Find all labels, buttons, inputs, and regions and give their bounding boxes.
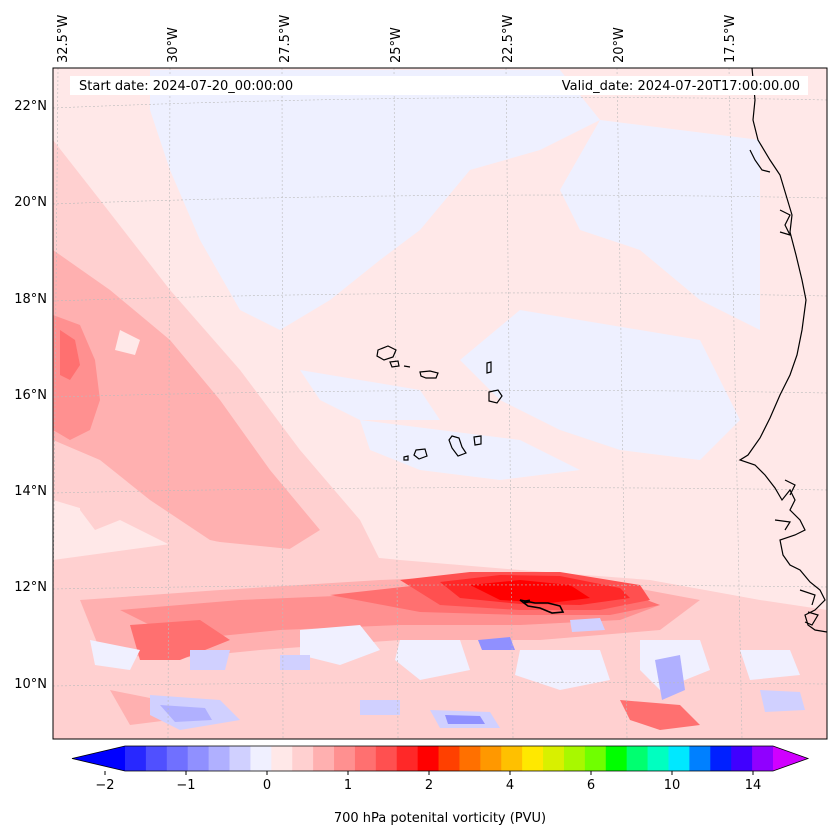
colorbar: −2 −1 0 1 2 4 6 10 14 700 hPa potenital vorticit… bbox=[71, 745, 810, 826]
colorbar-label: 700 hPa potenital vorticity (PVU) bbox=[334, 811, 546, 826]
lon-label: 30°W bbox=[166, 27, 181, 63]
colorbar-cell bbox=[125, 746, 147, 771]
longitude-labels: 32.5°W 30°W 27.5°W 25°W 22.5°W 20°W 17.5… bbox=[56, 15, 738, 63]
lon-label: 22.5°W bbox=[501, 15, 516, 63]
colorbar-extend-min bbox=[72, 746, 125, 771]
island-sal bbox=[486, 361, 492, 374]
colorbar-extend-max bbox=[773, 746, 808, 771]
colorbar-tick-label: 0 bbox=[263, 778, 271, 793]
colorbar-cell bbox=[354, 746, 377, 771]
latitude-labels: 22°N 20°N 18°N 16°N 14°N 12°N 10°N bbox=[14, 99, 47, 692]
field-positive-band bbox=[53, 140, 380, 580]
lat-label: 14°N bbox=[14, 484, 47, 499]
colorbar-cell bbox=[438, 746, 460, 771]
lat-label: 10°N bbox=[14, 677, 47, 692]
colorbar-tick-label: 6 bbox=[587, 778, 595, 793]
field-negative-weak bbox=[150, 70, 760, 480]
colorbar-cell bbox=[543, 746, 565, 771]
colorbar-tick-label: 1 bbox=[344, 778, 352, 793]
colorbar-cell bbox=[292, 746, 314, 771]
lon-label: 20°W bbox=[612, 27, 627, 63]
island-santiago bbox=[448, 435, 467, 457]
colorbar-tick-label: −1 bbox=[176, 778, 195, 793]
lon-label: 27.5°W bbox=[278, 15, 293, 63]
colorbar-cell bbox=[668, 746, 690, 771]
colorbar-cell bbox=[752, 746, 774, 771]
island-sao-vicente bbox=[389, 360, 400, 368]
coastline bbox=[738, 68, 827, 633]
island-maio bbox=[473, 435, 482, 446]
african-coastline bbox=[738, 68, 827, 633]
colorbar-cell bbox=[584, 746, 607, 771]
colorbar-cell bbox=[334, 746, 356, 771]
colorbar-cell bbox=[208, 746, 231, 771]
colorbar-cell bbox=[375, 746, 398, 771]
colorbar-cell bbox=[396, 746, 419, 771]
map-panel: Start date: 2024-07-20_00:00:00 Valid_da… bbox=[53, 68, 827, 739]
map-frame bbox=[52, 67, 828, 740]
colorbar-cell bbox=[605, 746, 628, 771]
colorbar-cell bbox=[187, 746, 210, 771]
colorbar-cell bbox=[459, 746, 481, 771]
colorbar-cell bbox=[626, 746, 649, 771]
colorbar-outline bbox=[71, 745, 810, 772]
colorbar-cell bbox=[480, 746, 502, 771]
island-boa-vista bbox=[488, 389, 503, 404]
colorbar-tick-label: 4 bbox=[506, 778, 514, 793]
date-label-box bbox=[70, 76, 808, 95]
colorbar-cell bbox=[417, 746, 440, 771]
lat-label: 12°N bbox=[14, 580, 47, 595]
lat-label: 18°N bbox=[14, 292, 47, 307]
valid-date-label: Valid_date: 2024-07-20T17:00:00.00 bbox=[562, 79, 800, 94]
colorbar-tick-label: 2 bbox=[425, 778, 433, 793]
lon-label: 32.5°W bbox=[56, 15, 71, 63]
island-fogo bbox=[413, 448, 428, 460]
start-date-label: Start date: 2024-07-20_00:00:00 bbox=[79, 79, 293, 94]
lon-label: 25°W bbox=[389, 27, 404, 63]
lat-label: 22°N bbox=[14, 99, 47, 114]
island-santo-antao bbox=[376, 345, 397, 361]
colorbar-cell bbox=[145, 746, 168, 771]
colorbar-cell bbox=[271, 746, 293, 771]
colorbar-cell bbox=[229, 746, 251, 771]
field-southern-band bbox=[53, 540, 827, 739]
colorbar-cell bbox=[689, 746, 711, 771]
colorbar-cell bbox=[731, 746, 753, 771]
islands bbox=[376, 345, 503, 461]
island-brava bbox=[403, 455, 409, 461]
colorbar-tick-label: −2 bbox=[95, 778, 114, 793]
colorbar-cell bbox=[710, 746, 732, 771]
colorbar-cell bbox=[250, 746, 272, 771]
field-southern-blue bbox=[90, 618, 805, 730]
lat-label: 20°N bbox=[14, 195, 47, 210]
colorbar-tick-label: 10 bbox=[664, 778, 681, 793]
colorbar-cell bbox=[313, 746, 335, 771]
colorbar-cell bbox=[647, 746, 669, 771]
island-sao-nicolau bbox=[419, 370, 439, 379]
lon-label: 17.5°W bbox=[723, 15, 738, 63]
max-pv-contour bbox=[519, 599, 565, 614]
colorbar-cell bbox=[563, 746, 586, 771]
colorbar-tick-label: 14 bbox=[745, 778, 762, 793]
lat-label: 16°N bbox=[14, 388, 47, 403]
colorbar-cell bbox=[166, 746, 189, 771]
colorbar-cell bbox=[501, 746, 523, 771]
colorbar-cell bbox=[522, 746, 544, 771]
